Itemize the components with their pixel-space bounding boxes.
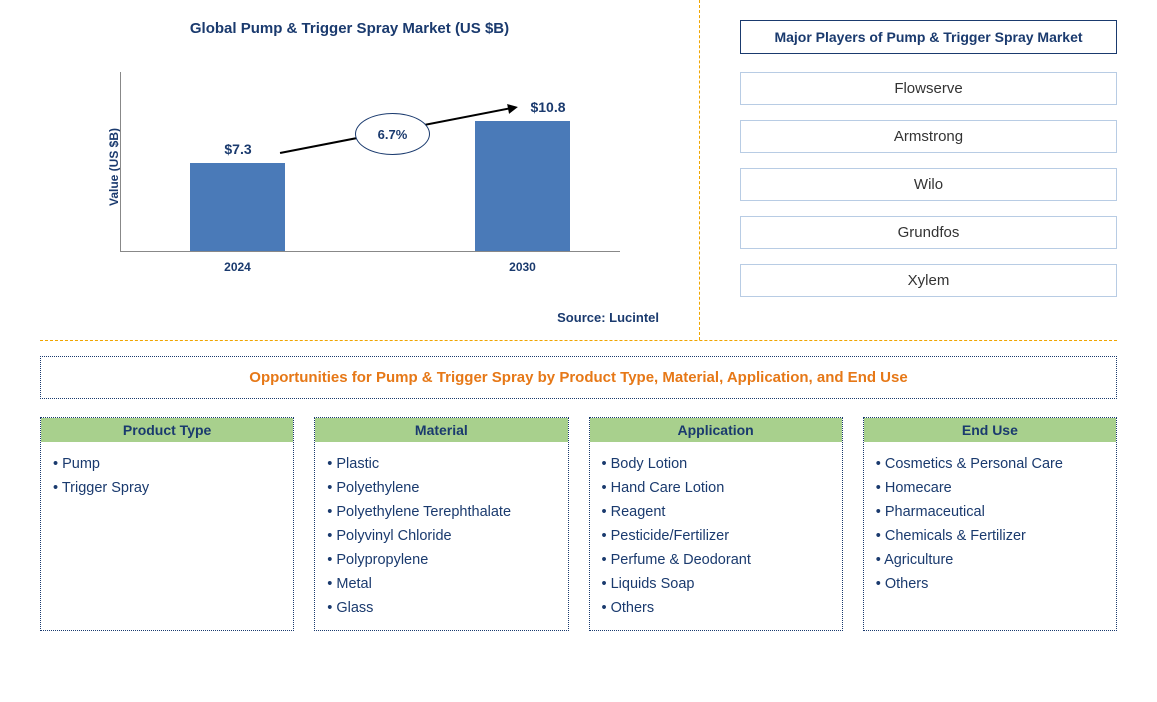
players-title: Major Players of Pump & Trigger Spray Ma… <box>740 20 1117 54</box>
player-item: Wilo <box>740 168 1117 201</box>
chart-area: Global Pump & Trigger Spray Market (US $… <box>0 0 700 340</box>
category-item: Polypropylene <box>327 548 555 572</box>
category-item: Others <box>876 572 1104 596</box>
category-item: Pesticide/Fertilizer <box>602 524 830 548</box>
player-item: Grundfos <box>740 216 1117 249</box>
cagr-value: 6.7% <box>378 127 408 142</box>
category-items: PumpTrigger Spray <box>41 442 293 510</box>
y-axis-label: Value (US $B) <box>107 128 121 206</box>
category-item: Reagent <box>602 500 830 524</box>
source-text: Source: Lucintel <box>557 310 659 325</box>
x-axis-line <box>120 251 620 252</box>
category-header: End Use <box>864 418 1116 442</box>
bar-label-2030: $10.8 <box>518 99 578 115</box>
category-item: Glass <box>327 596 555 620</box>
opportunities-section: Opportunities for Pump & Trigger Spray b… <box>0 341 1157 651</box>
category-item: Agriculture <box>876 548 1104 572</box>
category-item: Homecare <box>876 476 1104 500</box>
player-item: Armstrong <box>740 120 1117 153</box>
opportunities-title: Opportunities for Pump & Trigger Spray b… <box>40 356 1117 399</box>
category-column: ApplicationBody LotionHand Care LotionRe… <box>589 417 843 631</box>
category-item: Liquids Soap <box>602 572 830 596</box>
bar-2024 <box>190 163 285 251</box>
category-item: Trigger Spray <box>53 476 281 500</box>
category-items: Body LotionHand Care LotionReagentPestic… <box>590 442 842 630</box>
cagr-badge: 6.7% <box>355 113 430 155</box>
category-item: Metal <box>327 572 555 596</box>
category-header: Application <box>590 418 842 442</box>
category-items: Cosmetics & Personal CareHomecarePharmac… <box>864 442 1116 606</box>
category-item: Perfume & Deodorant <box>602 548 830 572</box>
category-column: MaterialPlasticPolyethylenePolyethylene … <box>314 417 568 631</box>
top-section: Global Pump & Trigger Spray Market (US $… <box>0 0 1157 340</box>
category-item: Pump <box>53 452 281 476</box>
category-item: Polyethylene Terephthalate <box>327 500 555 524</box>
category-item: Hand Care Lotion <box>602 476 830 500</box>
major-players-panel: Major Players of Pump & Trigger Spray Ma… <box>700 0 1157 340</box>
bar-2030 <box>475 121 570 251</box>
category-item: Chemicals & Fertilizer <box>876 524 1104 548</box>
players-list: Flowserve Armstrong Wilo Grundfos Xylem <box>740 72 1117 297</box>
y-axis-line <box>120 72 121 252</box>
chart-title: Global Pump & Trigger Spray Market (US $… <box>30 20 669 37</box>
x-tick-2030: 2030 <box>475 260 570 274</box>
category-header: Material <box>315 418 567 442</box>
player-item: Xylem <box>740 264 1117 297</box>
bar-chart: Value (US $B) $7.3 2024 $10.8 2030 6.7% <box>120 52 640 282</box>
category-item: Polyethylene <box>327 476 555 500</box>
category-column: Product TypePumpTrigger Spray <box>40 417 294 631</box>
category-item: Cosmetics & Personal Care <box>876 452 1104 476</box>
category-items: PlasticPolyethylenePolyethylene Terephth… <box>315 442 567 630</box>
category-item: Others <box>602 596 830 620</box>
category-item: Body Lotion <box>602 452 830 476</box>
category-item: Plastic <box>327 452 555 476</box>
cagr-arrow-head <box>507 102 519 114</box>
bar-label-2024: $7.3 <box>208 141 268 157</box>
category-item: Polyvinyl Chloride <box>327 524 555 548</box>
category-column: End UseCosmetics & Personal CareHomecare… <box>863 417 1117 631</box>
x-tick-2024: 2024 <box>190 260 285 274</box>
category-header: Product Type <box>41 418 293 442</box>
category-item: Pharmaceutical <box>876 500 1104 524</box>
player-item: Flowserve <box>740 72 1117 105</box>
categories-row: Product TypePumpTrigger SprayMaterialPla… <box>40 417 1117 631</box>
